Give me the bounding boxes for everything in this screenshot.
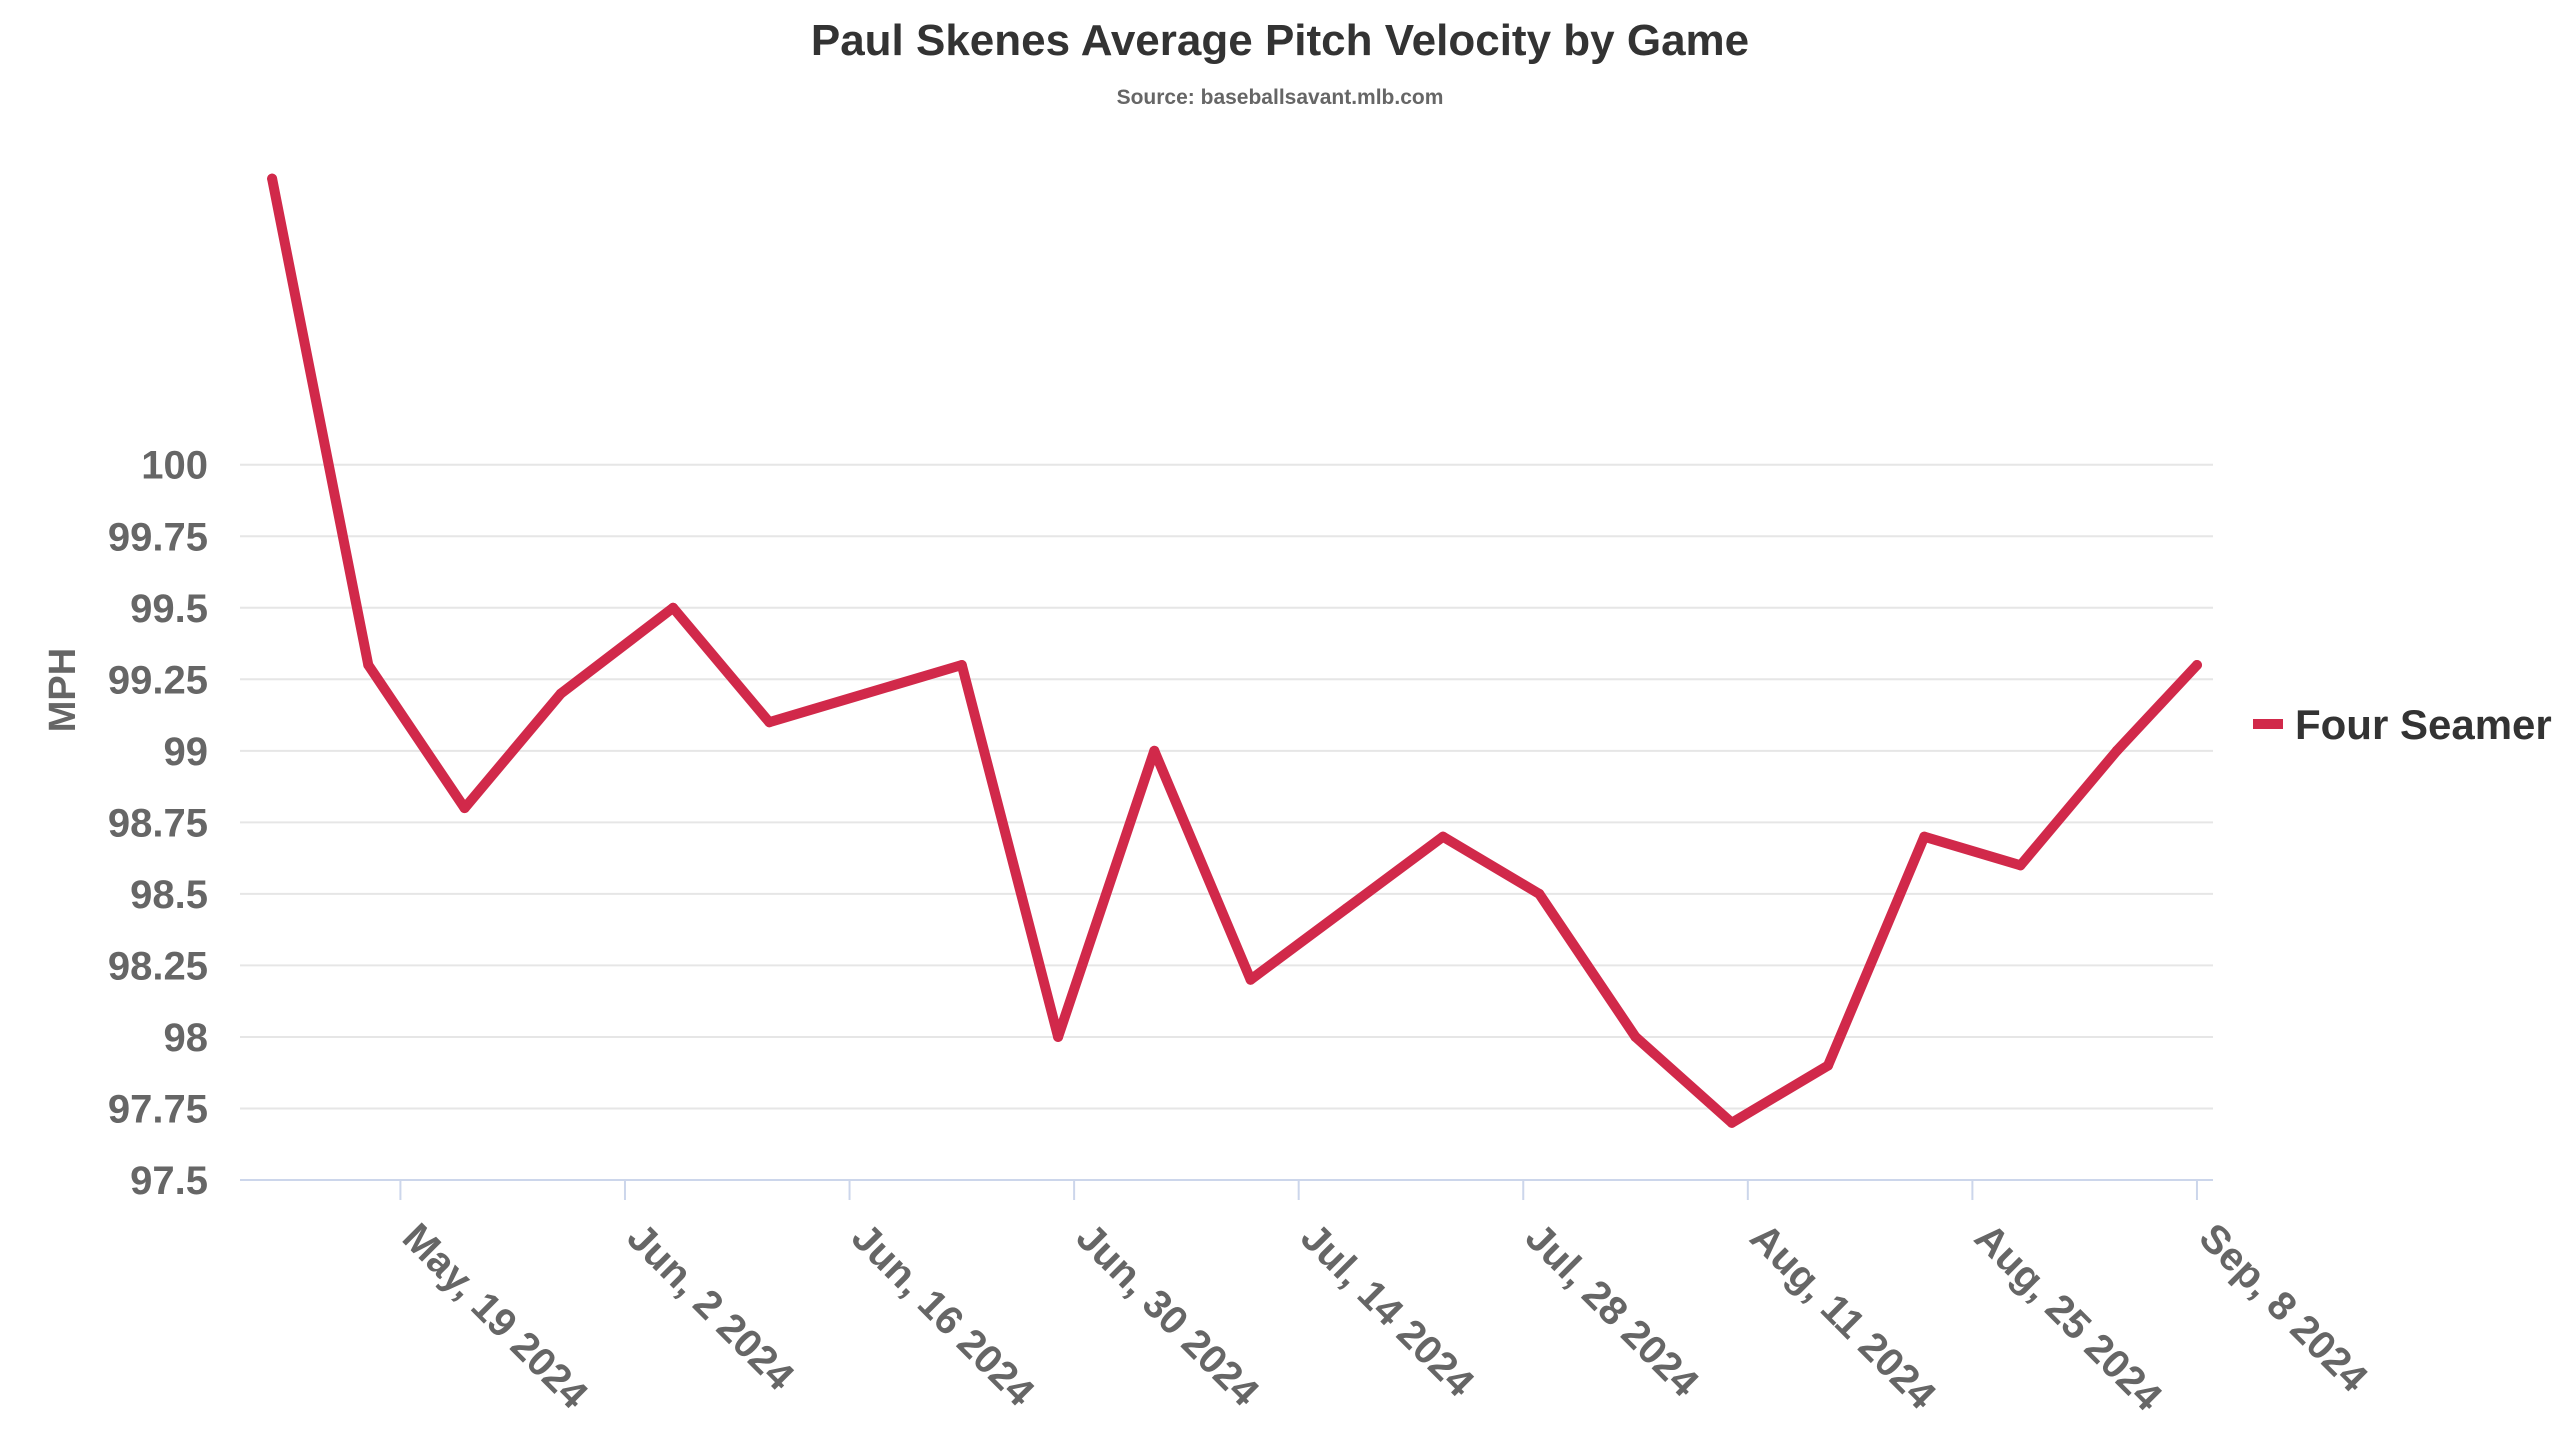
x-tick-label: Jul, 28 2024 <box>1517 1215 1707 1405</box>
data-point <box>1823 1060 1834 1071</box>
legend[interactable]: Four Seamer <box>2253 701 2552 748</box>
y-axis-title: MPH <box>42 648 84 732</box>
data-point <box>363 660 374 670</box>
data-point <box>267 173 278 184</box>
y-tick-label: 99.25 <box>108 658 208 702</box>
grid-lines <box>240 463 2213 1110</box>
y-tick-label: 97.75 <box>108 1087 208 1131</box>
data-point <box>1053 1031 1064 1042</box>
x-tick-label: Sep, 8 2024 <box>2191 1215 2377 1401</box>
chart-subtitle: Source: baseballsavant.mlb.com <box>1117 86 1444 109</box>
y-tick-label: 98.25 <box>108 944 208 988</box>
y-tick-label: 100 <box>141 444 208 488</box>
data-point <box>860 688 871 699</box>
data-point <box>668 602 679 613</box>
data-point <box>1534 888 1545 899</box>
y-tick-label: 97.5 <box>130 1159 208 1203</box>
x-tick-label: Aug, 25 2024 <box>1966 1215 2171 1420</box>
x-tick-label: Jul, 14 2024 <box>1292 1215 1482 1405</box>
x-tick-label: Jun, 30 2024 <box>1068 1215 1268 1415</box>
legend-item-label: Four Seamer <box>2295 701 2552 748</box>
data-point <box>459 803 470 814</box>
x-axis: May, 19 2024 Jun, 2 2024 Jun, 16 2024 Jun, … <box>240 1179 2377 1420</box>
data-point <box>1341 903 1352 914</box>
data-point <box>1245 974 1256 985</box>
y-tick-label: 99.75 <box>108 515 208 559</box>
data-point <box>1726 1117 1737 1128</box>
series-layer <box>267 173 2202 1128</box>
series-line <box>267 173 2202 1128</box>
x-tick-label: Aug, 11 2024 <box>1741 1215 1944 1418</box>
y-axis: 97.5 97.75 98 98.25 98.5 98.75 99 99.25 99.5 99.7… <box>108 444 208 1203</box>
y-tick-label: 98.75 <box>108 801 208 845</box>
data-point <box>764 717 775 728</box>
data-point <box>1149 745 1160 756</box>
data-point <box>1630 1031 1641 1042</box>
data-point <box>1438 831 1449 842</box>
x-tick-label: Jun, 16 2024 <box>843 1215 1043 1415</box>
data-point <box>956 660 967 670</box>
y-tick-label: 99 <box>164 730 209 774</box>
y-tick-label: 98 <box>164 1016 209 1060</box>
data-point <box>2111 745 2122 756</box>
data-point <box>2015 860 2026 871</box>
y-tick-label: 98.5 <box>130 873 208 917</box>
data-point <box>2191 660 2202 670</box>
chart-title: Paul Skenes Average Pitch Velocity by Ga… <box>811 16 1749 65</box>
y-tick-label: 99.5 <box>130 587 208 631</box>
x-tick-label: Jun, 2 2024 <box>619 1215 803 1399</box>
data-point <box>555 688 566 699</box>
data-point <box>1919 831 1930 842</box>
x-tick-label: May, 19 2024 <box>394 1215 597 1418</box>
